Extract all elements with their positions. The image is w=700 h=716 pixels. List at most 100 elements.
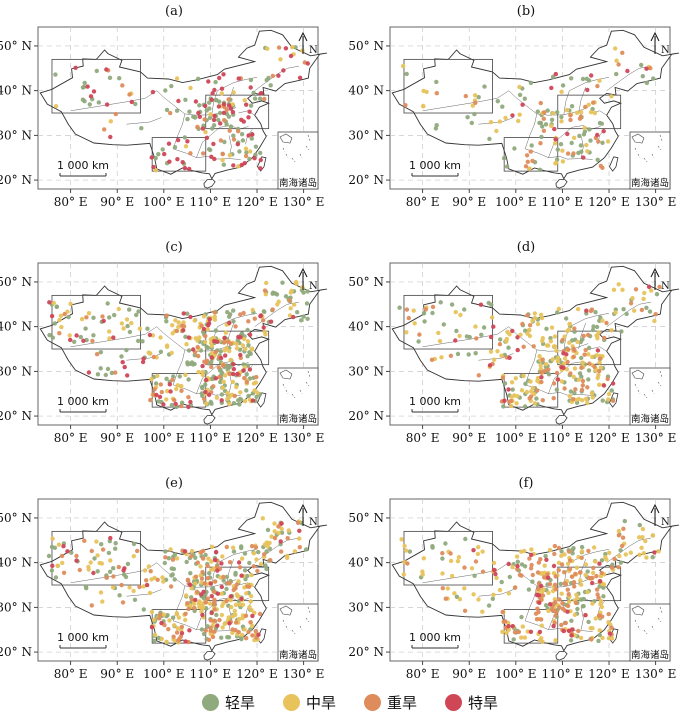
station-dot-light [545, 108, 550, 113]
station-dot-moderate [620, 287, 625, 292]
station-dot-moderate [227, 401, 232, 407]
station-dot-moderate [121, 326, 126, 331]
station-dot-light [624, 311, 629, 317]
station-dot-moderate [456, 555, 462, 560]
station-dot-moderate [254, 557, 259, 562]
station-dot-severe [217, 617, 222, 623]
station-dot-severe [596, 595, 601, 600]
station-dot-moderate [223, 330, 229, 335]
station-dot-extreme [211, 141, 216, 147]
station-dot-moderate [233, 602, 239, 607]
station-dot-moderate [197, 599, 202, 604]
station-dot-light [153, 381, 159, 386]
station-dot-moderate [236, 579, 241, 584]
station-dot-light [210, 126, 215, 131]
station-dot-severe [566, 347, 571, 352]
station-dot-moderate [251, 551, 257, 556]
station-dot-severe [620, 50, 625, 55]
station-dot-severe [174, 328, 180, 334]
station-dot-severe [186, 395, 191, 400]
station-dot-extreme [150, 89, 156, 95]
station-dot-moderate [160, 575, 165, 580]
station-dot-severe [295, 520, 301, 525]
station-dot-moderate [585, 589, 590, 595]
station-dot-moderate [151, 617, 157, 623]
x-tick-label: 130° E [635, 431, 676, 445]
station-dot-light [651, 76, 656, 81]
station-dot-light [430, 310, 435, 316]
station-dot-light [512, 146, 517, 151]
station-dot-severe [443, 596, 448, 601]
station-dot-light [555, 110, 560, 115]
station-dot-severe [566, 549, 572, 554]
station-dot-moderate [613, 46, 618, 51]
station-dot-light [587, 127, 592, 132]
station-dot-moderate [60, 560, 65, 566]
station-dot-severe [232, 393, 237, 399]
station-dot-severe [523, 164, 529, 169]
station-dot-severe [527, 556, 532, 561]
station-dot-severe [104, 575, 110, 580]
y-tick-label: 20° N [0, 645, 32, 659]
station-dot-light [131, 541, 137, 547]
station-dot-severe [568, 371, 573, 376]
station-dot-moderate [476, 597, 481, 602]
x-tick-label: 80° E [406, 667, 440, 681]
station-dot-severe [135, 548, 140, 554]
station-dot-light [127, 329, 133, 335]
station-dot-moderate [548, 339, 553, 344]
station-dot-extreme [241, 368, 246, 373]
station-dot-moderate [272, 521, 277, 526]
station-dot-extreme [258, 166, 263, 171]
station-dot-severe [589, 307, 595, 312]
station-dot-moderate [237, 616, 242, 622]
station-dot-severe [77, 567, 83, 573]
y-tick-label: 30° N [348, 364, 384, 378]
station-dot-extreme [227, 621, 232, 626]
station-dot-moderate [183, 593, 189, 598]
station-dot-moderate [159, 636, 164, 642]
station-dot-moderate [567, 599, 572, 604]
station-dot-light [53, 575, 59, 580]
station-dot-extreme [104, 67, 109, 72]
station-dot-extreme [212, 156, 217, 162]
station-dot-light [95, 372, 101, 377]
station-dot-moderate [514, 401, 519, 406]
station-dot-severe [520, 321, 525, 327]
station-dot-severe [585, 385, 590, 390]
station-dot-moderate [559, 591, 564, 596]
station-dot-extreme [144, 582, 150, 588]
station-dot-light [105, 301, 110, 306]
station-dot-extreme [162, 151, 167, 157]
x-tick-label: 100° E [495, 431, 536, 445]
station-dot-light [231, 549, 237, 554]
station-dot-light [153, 155, 158, 161]
station-dot-moderate [265, 544, 271, 549]
station-dot-light [184, 559, 189, 565]
station-dot-severe [599, 570, 604, 576]
station-dot-severe [573, 571, 578, 577]
station-dot-extreme [539, 375, 544, 380]
station-dot-severe [225, 339, 231, 344]
station-dot-severe [536, 586, 541, 591]
station-dot-moderate [205, 327, 210, 332]
station-dot-moderate [528, 379, 533, 384]
station-dot-moderate [469, 566, 475, 571]
station-dot-light [549, 117, 555, 123]
station-dot-moderate [263, 292, 268, 297]
station-dot-severe [203, 628, 208, 633]
station-dot-light [98, 350, 104, 355]
station-dot-severe [573, 387, 578, 392]
station-dot-moderate [278, 57, 283, 62]
station-dot-extreme [50, 563, 55, 568]
station-dot-light [244, 573, 250, 579]
province-boundary [478, 353, 514, 361]
station-dot-moderate [201, 314, 207, 319]
station-dot-moderate [575, 306, 581, 312]
station-dot-severe [89, 603, 95, 608]
station-dot-moderate [289, 288, 294, 293]
station-dot-light [404, 71, 409, 77]
station-dot-light [133, 101, 138, 107]
y-tick-label: 40° N [0, 84, 32, 98]
station-dot-moderate [600, 318, 605, 323]
